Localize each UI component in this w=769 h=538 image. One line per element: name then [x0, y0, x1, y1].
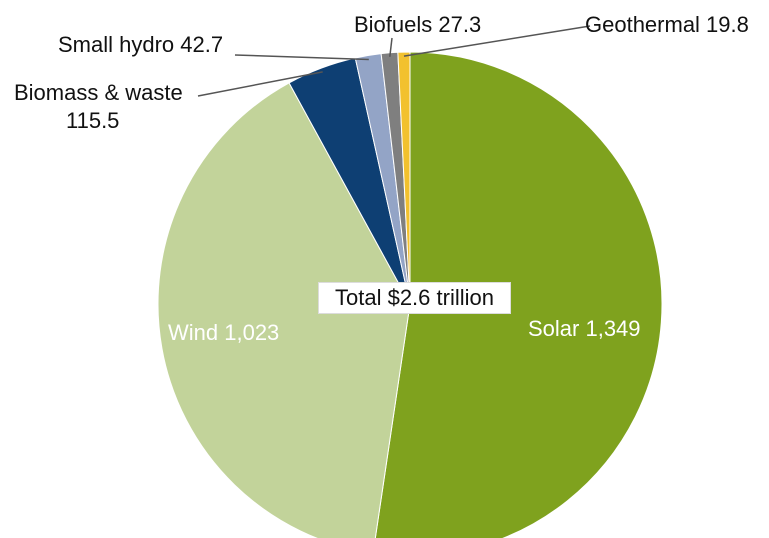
leader-line-small-hydro — [234, 54, 369, 61]
slice-label-geothermal: Geothermal 19.8 — [585, 12, 749, 37]
leader-line-biomass-waste — [197, 71, 323, 97]
leader-line-biofuels — [389, 37, 393, 57]
slice-label-biomass-name: Biomass & waste — [14, 80, 183, 105]
slice-label-biofuels: Biofuels 27.3 — [354, 12, 482, 37]
slice-label-solar: Solar 1,349 — [528, 316, 641, 341]
pie-slice-geothermal — [397, 51, 411, 305]
leader-line-geothermal — [403, 25, 591, 57]
total-label: Total $2.6 trillion — [318, 282, 511, 314]
pie-slice-solar — [374, 51, 663, 538]
pie-slice-wind — [157, 82, 411, 538]
slice-label-wind: Wind 1,023 — [168, 320, 280, 345]
slice-label-small-hydro: Small hydro 42.7 — [58, 32, 224, 57]
slice-label-biomass-value: 115.5 — [66, 108, 120, 133]
